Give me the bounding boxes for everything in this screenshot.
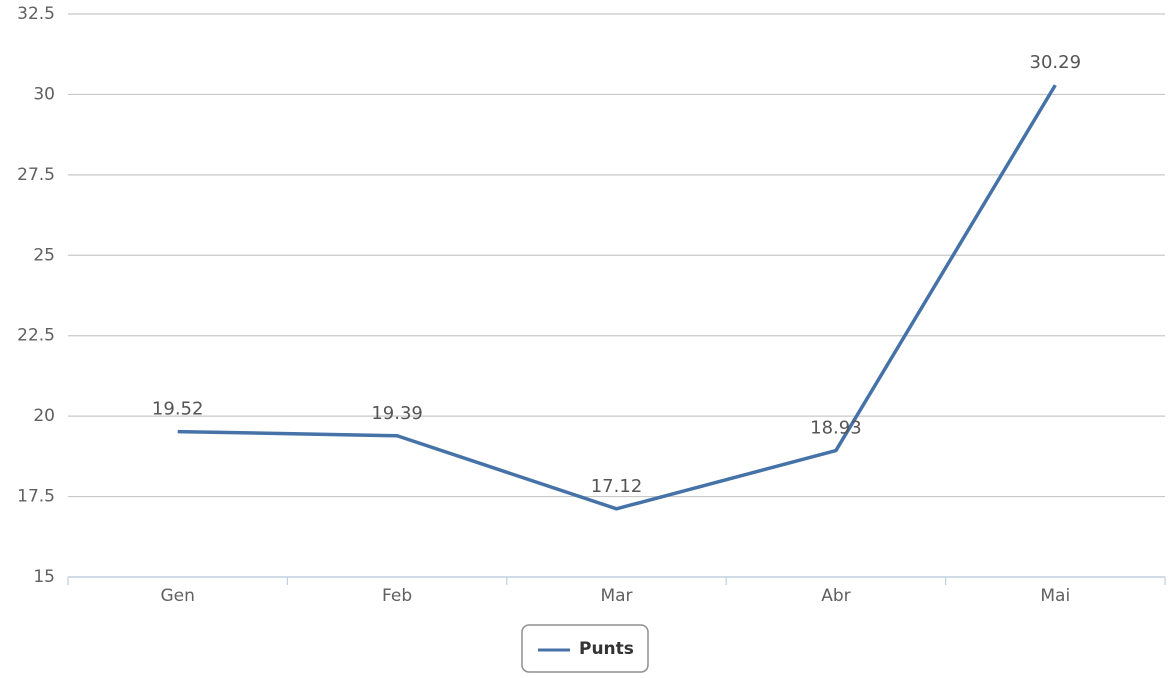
- data-label: 19.39: [371, 403, 423, 424]
- x-tick-label: Mar: [600, 586, 632, 606]
- y-tick-label: 15: [33, 567, 55, 587]
- y-tick-label: 27.5: [17, 165, 55, 185]
- y-tick-label: 32.5: [17, 4, 55, 24]
- y-tick-label: 17.5: [17, 487, 55, 507]
- y-tick-label: 30: [33, 84, 55, 104]
- y-tick-label: 20: [33, 406, 55, 426]
- data-label: 19.52: [152, 399, 204, 420]
- x-tick-label: Mai: [1040, 586, 1070, 606]
- data-label: 30.29: [1030, 52, 1082, 73]
- legend-label[interactable]: Punts: [579, 639, 634, 659]
- x-tick-label: Abr: [821, 586, 850, 606]
- line: [177, 84, 1057, 511]
- y-tick-label: 22.5: [17, 326, 55, 346]
- x-tick-label: Gen: [160, 586, 194, 606]
- data-label: 18.93: [810, 418, 862, 439]
- legend-box[interactable]: [521, 624, 649, 673]
- legend[interactable]: Punts: [521, 624, 649, 673]
- y-tick-label: 25: [33, 245, 55, 265]
- x-tick-label: Feb: [382, 586, 412, 606]
- data-label: 17.12: [591, 476, 643, 497]
